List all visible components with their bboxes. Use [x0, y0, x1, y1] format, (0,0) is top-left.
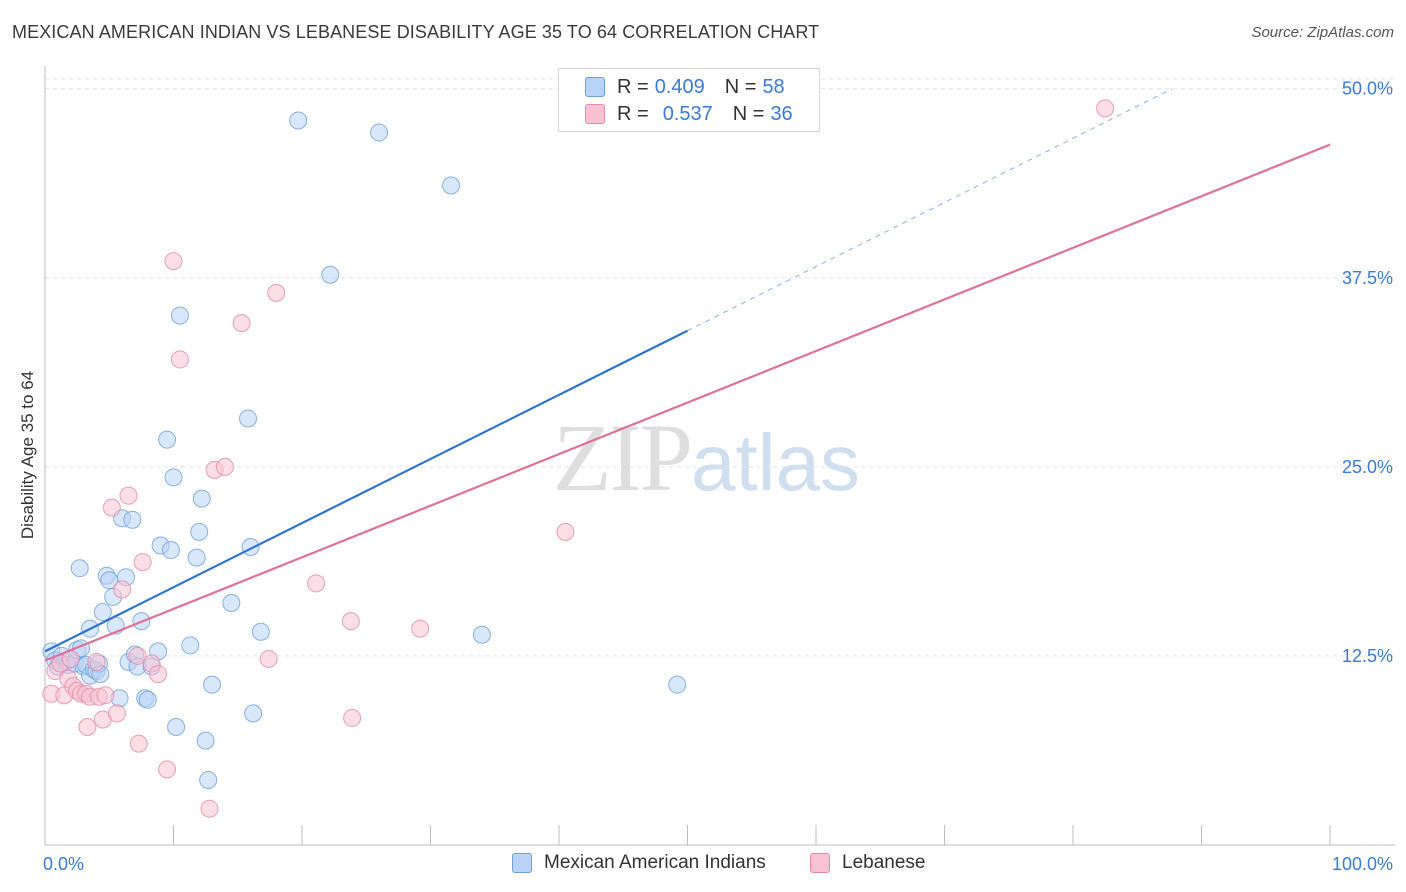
point-lebanese: [1096, 99, 1115, 118]
point-lebanese: [128, 646, 147, 665]
point-mexican-american-indians: [93, 603, 112, 622]
point-mexican-american-indians: [222, 593, 241, 612]
point-lebanese: [343, 708, 362, 727]
point-mexican-american-indians: [442, 176, 461, 195]
point-mexican-american-indians: [192, 489, 211, 508]
trend-line-extension-mexican-american-indians: [687, 88, 1173, 332]
point-lebanese: [96, 686, 115, 705]
legend-swatch-pink: [585, 104, 605, 124]
y-tick-label: 37.5%: [1342, 268, 1393, 288]
legend-r-value: 0.537: [662, 102, 713, 125]
legend-n-label: N =: [732, 102, 765, 125]
point-lebanese: [119, 486, 138, 505]
bottom-legend-item-mexican-american-indians: Mexican American Indians: [512, 852, 766, 874]
point-mexican-american-indians: [239, 409, 258, 428]
point-mexican-american-indians: [251, 622, 270, 641]
point-mexican-american-indians: [161, 541, 180, 560]
chart-title: MEXICAN AMERICAN INDIAN VS LEBANESE DISA…: [12, 22, 820, 42]
point-mexican-american-indians: [472, 625, 491, 644]
legend-n-value: 58: [762, 75, 785, 98]
point-mexican-american-indians: [123, 510, 142, 529]
point-mexican-american-indians: [203, 675, 222, 694]
legend-n-value: 36: [770, 102, 793, 125]
bottom-legend-label: Lebanese: [842, 852, 926, 873]
legend-n-label: N =: [724, 75, 757, 98]
point-mexican-american-indians: [138, 690, 157, 709]
watermark-atlas: atlas: [691, 418, 860, 507]
point-mexican-american-indians: [70, 559, 89, 578]
bottom-legend-swatch-pink: [810, 853, 830, 873]
point-mexican-american-indians: [164, 468, 183, 487]
legend-r-value: 0.409: [654, 75, 705, 98]
point-mexican-american-indians: [187, 548, 206, 567]
point-mexican-american-indians: [196, 731, 215, 750]
trend-line-mexican-american-indians: [44, 329, 688, 653]
point-mexican-american-indians: [158, 430, 177, 449]
point-mexican-american-indians: [244, 704, 263, 723]
point-lebanese: [215, 457, 234, 476]
legend: R = 0.409 N = 58 R = 0.537 N = 36: [558, 68, 820, 132]
point-lebanese: [164, 252, 183, 271]
bottom-legend: Mexican American Indians Lebanese: [0, 852, 1406, 878]
point-lebanese: [133, 553, 152, 572]
legend-r-label: R =: [617, 102, 649, 125]
y-tick-label: 50.0%: [1342, 79, 1393, 99]
watermark: ZIPatlas: [553, 402, 860, 513]
point-lebanese: [107, 704, 126, 723]
y-tick-label: 25.0%: [1342, 457, 1393, 477]
trend-line-lebanese: [44, 143, 1331, 662]
point-lebanese: [341, 612, 360, 631]
point-lebanese: [259, 649, 278, 668]
watermark-zip: ZIP: [553, 404, 693, 511]
point-mexican-american-indians: [170, 306, 189, 325]
y-tick-label: 12.5%: [1342, 646, 1393, 666]
point-mexican-american-indians: [190, 522, 209, 541]
point-lebanese: [411, 619, 430, 638]
point-lebanese: [158, 760, 177, 779]
x-tick-label: 0.0%: [43, 854, 84, 874]
point-lebanese: [102, 498, 121, 517]
legend-r-label: R =: [617, 75, 649, 98]
point-mexican-american-indians: [289, 111, 308, 130]
point-mexican-american-indians: [167, 718, 186, 737]
point-mexican-american-indians: [181, 636, 200, 655]
bottom-legend-label: Mexican American Indians: [544, 852, 766, 873]
legend-row-mexican-american-indians: R = 0.409 N = 58: [585, 76, 785, 98]
point-lebanese: [149, 665, 168, 684]
point-mexican-american-indians: [370, 123, 389, 142]
point-lebanese: [556, 522, 575, 541]
source-label: Source: ZipAtlas.com: [1251, 24, 1394, 41]
bottom-legend-swatch-blue: [512, 853, 532, 873]
point-lebanese: [307, 574, 326, 593]
point-lebanese: [200, 799, 219, 818]
point-lebanese: [87, 652, 106, 671]
point-lebanese: [78, 718, 97, 737]
point-mexican-american-indians: [321, 265, 340, 284]
point-lebanese: [113, 580, 132, 599]
point-lebanese: [170, 350, 189, 369]
y-axis-label: Disability Age 35 to 64: [18, 370, 37, 540]
legend-swatch-blue: [585, 77, 605, 97]
legend-row-lebanese: R = 0.537 N = 36: [585, 103, 793, 125]
point-lebanese: [232, 314, 251, 333]
point-lebanese: [267, 283, 286, 302]
point-mexican-american-indians: [199, 770, 218, 789]
bottom-legend-item-lebanese: Lebanese: [810, 852, 925, 874]
x-tick-label: 100.0%: [1332, 854, 1393, 874]
point-lebanese: [129, 734, 148, 753]
point-mexican-american-indians: [668, 675, 687, 694]
